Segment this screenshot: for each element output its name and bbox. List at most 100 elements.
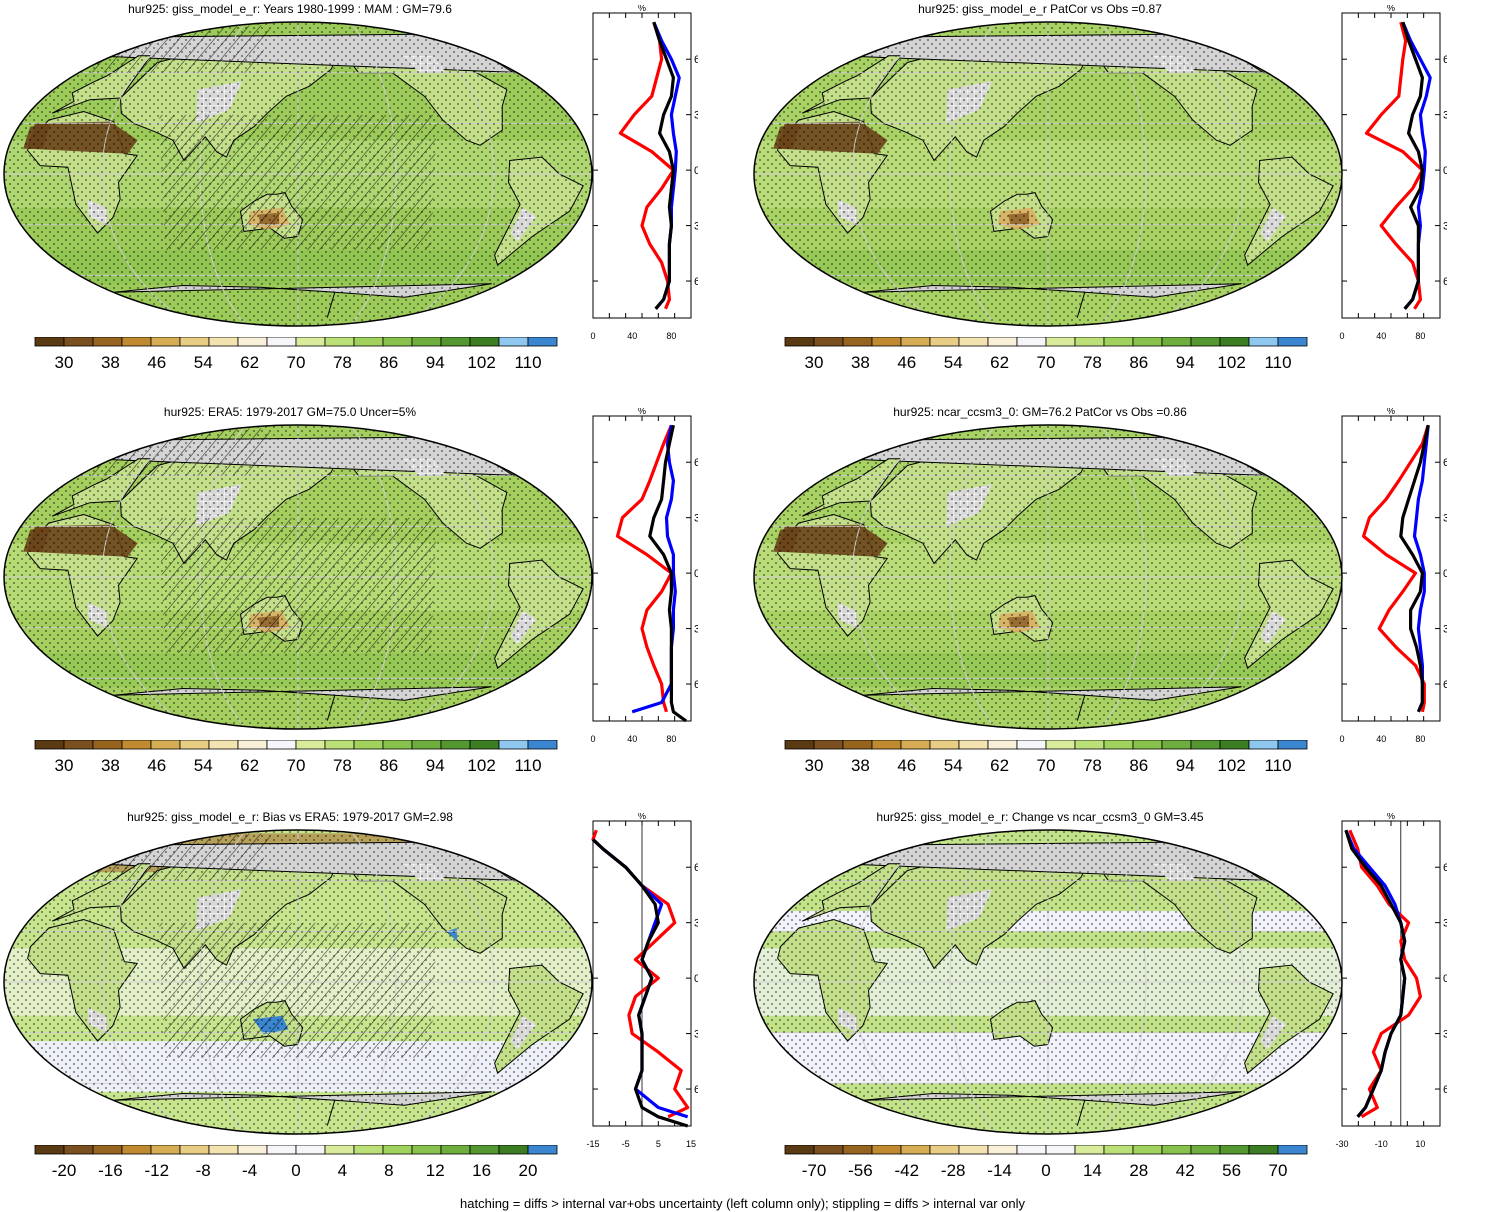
colorbar-swatch	[382, 1145, 413, 1155]
colorbar-swatch	[958, 337, 989, 347]
profile-line-red	[1362, 424, 1430, 713]
profile-line-black	[648, 424, 688, 723]
profile-line-black	[652, 21, 676, 310]
colorbar-swatch	[1190, 740, 1221, 750]
colorbar-tick-label: 86	[379, 353, 398, 372]
x-tick-label: 5	[656, 1139, 661, 1149]
colorbar-swatch	[121, 1145, 152, 1155]
colorbar-swatch	[1219, 337, 1250, 347]
colorbar-swatch	[411, 740, 442, 750]
colorbar-swatch	[784, 1145, 815, 1155]
colorbar-swatch	[150, 1145, 181, 1155]
colorbar-swatch	[1074, 1145, 1105, 1155]
colorbar-tick-label: 54	[194, 353, 213, 372]
colorbar-swatch	[1016, 337, 1047, 347]
colorbar-swatch	[1103, 1145, 1134, 1155]
colorbar-swatch	[929, 740, 960, 750]
zonal-mean-profile: % -15 -5 5 15 60N 30N 0 30S 60S	[586, 813, 698, 1149]
colorbar-tick-label: 70	[1037, 756, 1056, 775]
colorbar-swatch	[237, 337, 268, 347]
colorbar-tick-label: 46	[147, 353, 166, 372]
lat-tick-label: 30N	[694, 918, 698, 930]
colorbar-swatch	[929, 337, 960, 347]
colorbar-swatch	[121, 740, 152, 750]
colorbar-swatch	[1190, 337, 1221, 347]
lat-tick-label: 0	[694, 165, 698, 177]
colorbar-swatch	[266, 1145, 297, 1155]
zonal-mean-profile: % 0 40 80 60N 30N 0 30S 60S	[590, 408, 698, 744]
colorbar-swatch	[1016, 740, 1047, 750]
colorbar-tick-label: 62	[990, 756, 1009, 775]
colorbar: 30 38 46 54 62 70 78 86 94 102 110	[34, 337, 558, 372]
colorbar-swatch	[987, 337, 1018, 347]
colorbar-swatch	[1074, 740, 1105, 750]
colorbar-tick-label: 78	[1083, 353, 1102, 372]
profile-line-black	[591, 838, 689, 1128]
colorbar-swatch	[92, 337, 123, 347]
panel-title: hur925: ERA5: 1979-2017 GM=75.0 Uncer=5%	[163, 405, 417, 419]
world-map	[753, 829, 1343, 1135]
colorbar-tick-label: 94	[1176, 756, 1195, 775]
colorbar-swatch	[324, 740, 355, 750]
colorbar-swatch	[34, 337, 65, 347]
world-map	[753, 424, 1343, 730]
colorbar-swatch	[382, 740, 413, 750]
panel-change: hur925: giss_model_e_r: Change vs ncar_c…	[745, 808, 1485, 1196]
panel-era5: hur925: ERA5: 1979-2017 GM=75.0 Uncer=5%…	[0, 403, 740, 798]
colorbar-tick-label: 62	[240, 756, 259, 775]
panel-ncar: hur925: ncar_ccsm3_0: GM=76.2 PatCor vs …	[745, 403, 1485, 798]
lat-tick-label: 30N	[1443, 918, 1447, 930]
colorbar-swatch	[266, 740, 297, 750]
colorbar-tick-label: 30	[805, 353, 824, 372]
colorbar-tick-label: 70	[287, 353, 306, 372]
colorbar-swatch	[411, 1145, 442, 1155]
zonal-mean-profile: % 0 40 80 60N 30N 0 30S 60S	[1339, 408, 1447, 744]
colorbar-tick-label: 20	[519, 1161, 538, 1180]
x-tick-label: 40	[627, 734, 637, 744]
colorbar-swatch	[440, 740, 471, 750]
panel-title: hur925: ncar_ccsm3_0: GM=76.2 PatCor vs …	[893, 405, 1187, 419]
x-tick-label: 40	[1376, 331, 1386, 341]
lat-tick-label: 0	[1443, 973, 1447, 985]
colorbar-swatch	[958, 740, 989, 750]
colorbar-swatch	[842, 337, 873, 347]
lat-tick-label: 30N	[1443, 513, 1447, 525]
colorbar-swatch	[1045, 337, 1076, 347]
colorbar-swatch	[179, 1145, 210, 1155]
lat-tick-label: 60N	[694, 54, 698, 66]
colorbar-tick-label: 14	[1083, 1161, 1102, 1180]
x-tick-label: -10	[1375, 1139, 1388, 1149]
colorbar-swatch	[1045, 1145, 1076, 1155]
colorbar-swatch	[469, 740, 500, 750]
colorbar-swatch	[208, 1145, 239, 1155]
colorbar-swatch	[842, 740, 873, 750]
colorbar-swatch	[1248, 1145, 1279, 1155]
lat-tick-label: 0	[1443, 165, 1447, 177]
colorbar-tick-label: 70	[1037, 353, 1056, 372]
colorbar-tick-label: 12	[426, 1161, 445, 1180]
colorbar-swatch	[842, 1145, 873, 1155]
hatching-overlay	[159, 922, 437, 1058]
footer-caption: hatching = diffs > internal var+obs unce…	[460, 1196, 1025, 1211]
lat-tick-label: 60S	[694, 276, 698, 288]
colorbar-swatch	[900, 740, 931, 750]
colorbar-swatch	[527, 1145, 558, 1155]
colorbar: 30 38 46 54 62 70 78 86 94 102 110	[784, 740, 1308, 775]
colorbar-swatch	[527, 337, 558, 347]
colorbar-tick-label: 78	[1083, 756, 1102, 775]
colorbar-tick-label: 28	[1129, 1161, 1148, 1180]
colorbar-swatch	[469, 337, 500, 347]
profile-line-black	[1399, 424, 1430, 713]
colorbar-swatch	[987, 1145, 1018, 1155]
lat-tick-label: 60S	[694, 679, 698, 691]
colorbar-swatch	[324, 1145, 355, 1155]
hatching-overlay	[159, 517, 437, 653]
colorbar-tick-label: -20	[52, 1161, 77, 1180]
lat-tick-label: 60S	[1443, 1084, 1447, 1096]
world-map	[3, 829, 593, 1135]
x-tick-label: 80	[666, 734, 676, 744]
colorbar-swatch	[92, 740, 123, 750]
colorbar-swatch	[92, 1145, 123, 1155]
x-tick-label: 10	[1415, 1139, 1425, 1149]
colorbar-swatch	[1045, 740, 1076, 750]
